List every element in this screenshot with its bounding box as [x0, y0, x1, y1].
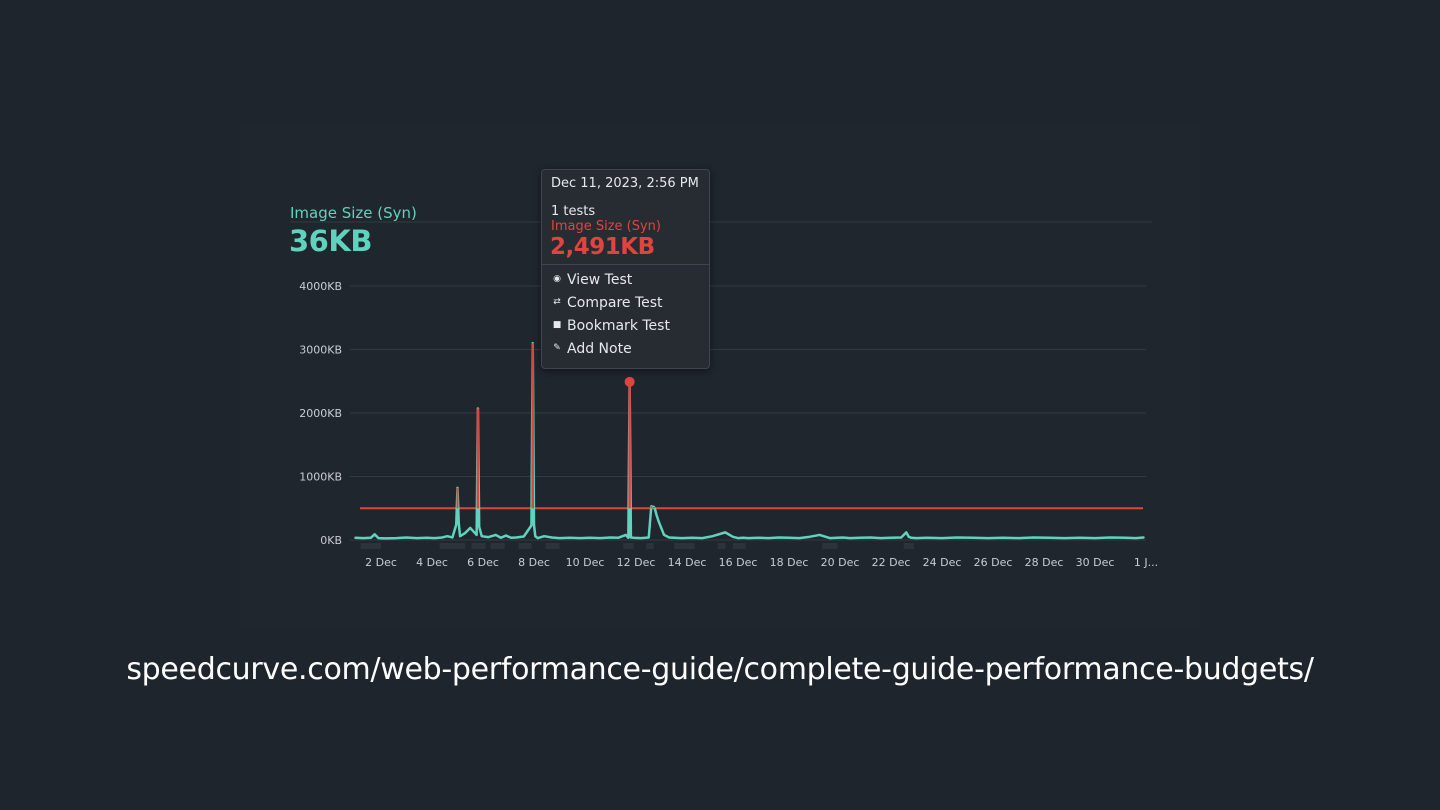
- tooltip-metric-label: Image Size (Syn): [551, 219, 661, 234]
- test-marker: [623, 543, 634, 549]
- hovered-data-point: [624, 376, 635, 387]
- x-tick-label: 30 Dec: [1076, 556, 1115, 569]
- x-tick-label: 26 Dec: [974, 556, 1013, 569]
- y-tick-label: 4000KB: [299, 280, 342, 293]
- x-tick-label: 28 Dec: [1025, 556, 1064, 569]
- add-note-button[interactable]: ✎ Add Note: [551, 339, 632, 359]
- test-marker: [903, 543, 914, 549]
- x-tick-label: 18 Dec: [770, 556, 809, 569]
- x-tick-label: 12 Dec: [617, 556, 656, 569]
- test-marker: [471, 543, 486, 549]
- swap-icon: ⇄: [553, 297, 561, 307]
- compare-test-label: Compare Test: [567, 295, 663, 311]
- x-tick-label: 1 J...: [1134, 556, 1158, 569]
- y-tick-label: 3000KB: [299, 344, 342, 357]
- data-point-tooltip: Dec 11, 2023, 2:56 PM 1 tests Image Size…: [541, 169, 710, 369]
- eye-icon: ◉: [553, 274, 561, 284]
- compare-test-button[interactable]: ⇄ Compare Test: [551, 293, 663, 313]
- y-tick-label: 0KB: [320, 534, 342, 547]
- tooltip-metric-value: 2,491KB: [550, 234, 655, 260]
- x-tick-label: 22 Dec: [872, 556, 911, 569]
- x-tick-label: 6 Dec: [467, 556, 499, 569]
- x-tick-label: 20 Dec: [821, 556, 860, 569]
- x-tick-label: 14 Dec: [668, 556, 707, 569]
- test-marker: [732, 543, 746, 549]
- test-marker: [674, 543, 695, 549]
- x-tick-label: 24 Dec: [923, 556, 962, 569]
- test-marker: [646, 543, 654, 549]
- test-marker: [518, 543, 532, 549]
- bookmark-test-label: Bookmark Test: [567, 318, 670, 334]
- test-marker: [439, 543, 466, 549]
- view-test-label: View Test: [567, 272, 633, 288]
- test-markers: [360, 543, 914, 549]
- add-note-label: Add Note: [567, 341, 632, 357]
- pencil-icon: ✎: [553, 343, 561, 353]
- test-marker: [360, 543, 381, 549]
- x-tick-label: 10 Dec: [566, 556, 605, 569]
- test-marker: [490, 543, 505, 549]
- view-test-button[interactable]: ◉ View Test: [551, 270, 632, 290]
- x-tick-label: 2 Dec: [365, 556, 397, 569]
- metric-label: Image Size (Syn): [290, 204, 417, 222]
- tooltip-date: Dec 11, 2023, 2:56 PM: [551, 176, 699, 191]
- test-marker: [822, 543, 838, 549]
- metric-value: 36KB: [289, 224, 372, 258]
- source-url: speedcurve.com/web-performance-guide/com…: [126, 652, 1314, 687]
- bookmark-icon: ■: [552, 320, 562, 330]
- x-tick-label: 4 Dec: [416, 556, 448, 569]
- bookmark-test-button[interactable]: ■ Bookmark Test: [551, 316, 670, 336]
- x-tick-label: 16 Dec: [719, 556, 758, 569]
- test-marker: [717, 543, 726, 549]
- test-marker: [545, 543, 560, 549]
- x-tick-label: 8 Dec: [518, 556, 550, 569]
- y-tick-label: 2000KB: [299, 407, 342, 420]
- tooltip-divider: [542, 264, 709, 265]
- tooltip-test-count: 1 tests: [551, 204, 596, 219]
- y-tick-label: 1000KB: [299, 471, 342, 484]
